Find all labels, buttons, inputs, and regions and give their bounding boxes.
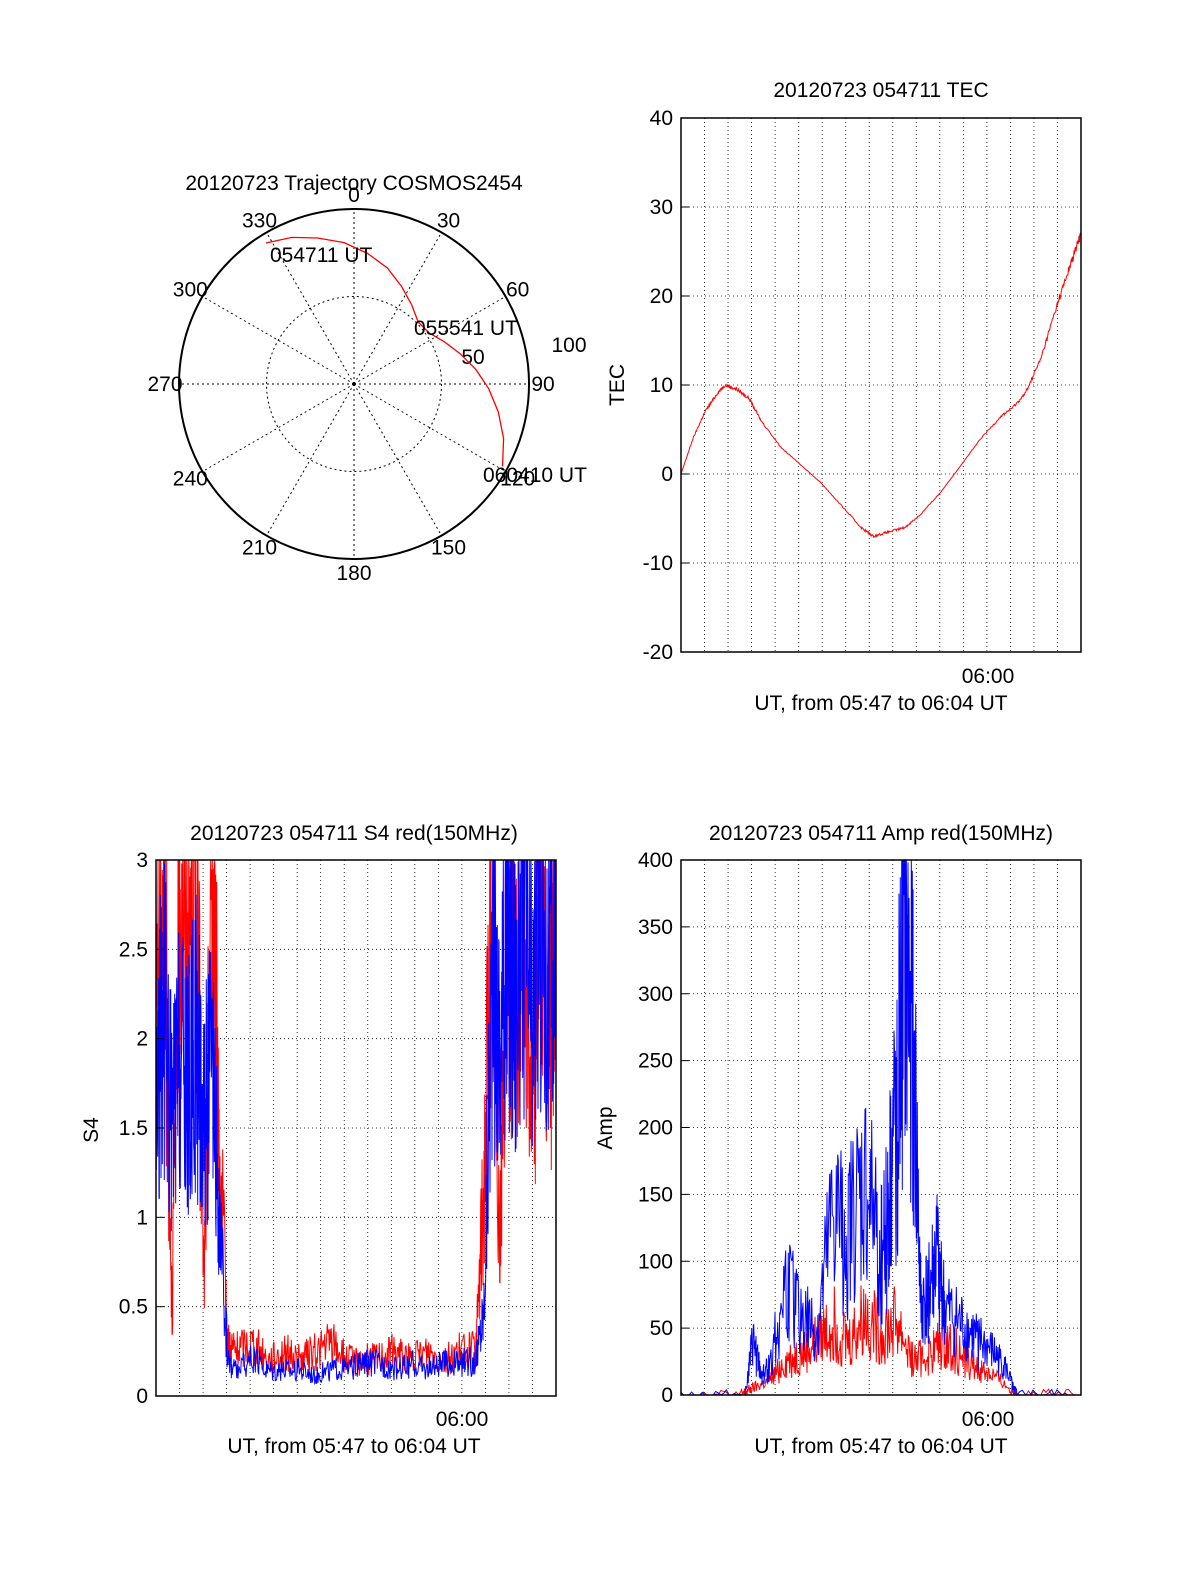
- amp-x-tick-label: 06:00: [962, 1408, 1015, 1431]
- amp-y-axis-label: Amp: [594, 1106, 617, 1149]
- polar-azimuth-label-120: 120: [500, 468, 535, 491]
- polar-outer-ring: [178, 208, 530, 560]
- trajectory-title: 20120723 Trajectory COSMOS2454: [185, 172, 523, 195]
- tec-y-tick-6: 40: [650, 107, 673, 130]
- s4-y-ticks: 0 0.5 1 1.5 2 2.5 3: [119, 849, 164, 1408]
- tec-y-axis-label: TEC: [606, 364, 629, 406]
- polar-spoke-120: [353, 383, 506, 472]
- polar-azimuth-label-150: 150: [431, 537, 466, 560]
- tec-x-tick-label: 06:00: [962, 665, 1015, 688]
- s4-panel: 20120723 054711 S4 red(150MHz) 0 0.5 1 1.5 2…: [80, 822, 557, 1458]
- polar-spoke-330: [266, 232, 355, 385]
- amp-y-ticks: 0 50 100 150 200 250 300 350 400: [638, 849, 689, 1407]
- tec-x-axis-label: UT, from 05:47 to 06:04 UT: [754, 692, 1007, 715]
- polar-azimuth-label-330: 330: [242, 209, 277, 232]
- polar-azimuth-label-60: 60: [506, 279, 529, 302]
- tec-y-tick-0: -20: [643, 641, 673, 664]
- ring-label-100: 100: [551, 334, 586, 357]
- s4-x-tick-label: 06:00: [436, 1408, 489, 1431]
- polar-ring-50: [266, 296, 442, 472]
- amp-y-tick-4: 200: [638, 1117, 673, 1140]
- trajectory-track: [265, 236, 505, 467]
- s4-y-tick-3: 1.5: [119, 1117, 148, 1140]
- s4-x-axis-label: UT, from 05:47 to 06:04 UT: [227, 1435, 480, 1458]
- polar-spoke-60: [353, 296, 506, 385]
- s4-y-tick-5: 2.5: [119, 938, 148, 961]
- polar-azimuth-label-300: 300: [173, 279, 208, 302]
- s4-y-tick-0: 0: [136, 1385, 148, 1408]
- polar-azimuth-label-90: 90: [531, 373, 554, 396]
- polar-azimuth-label-210: 210: [242, 537, 277, 560]
- amp-y-tick-5: 250: [638, 1050, 673, 1073]
- s4-y-tick-2: 1: [136, 1206, 148, 1229]
- annotation-start-time: 054711 UT: [270, 244, 373, 267]
- s4-y-tick-4: 2: [136, 1028, 148, 1051]
- tec-plot-area: [680, 232, 1082, 539]
- amp-y-tick-7: 350: [638, 916, 673, 939]
- polar-spoke-210: [266, 383, 355, 536]
- s4-y-axis-label: S4: [80, 1117, 103, 1143]
- amp-y-tick-6: 300: [638, 983, 673, 1006]
- s4-series-1: [155, 859, 557, 1385]
- polar-spoke-150: [353, 383, 442, 536]
- polar-azimuth-label-180: 180: [336, 562, 371, 585]
- s4-y-tick-1: 0.5: [119, 1296, 148, 1319]
- polar-azimuth-ticks: 0 30 60 90 120 150 180 210 240 270 300 330: [147, 184, 554, 585]
- s4-title: 20120723 054711 S4 red(150MHz): [190, 822, 518, 845]
- tec-grid: [681, 118, 1081, 652]
- amp-plot-area: [680, 859, 1081, 1397]
- tec-y-tick-3: 10: [650, 374, 673, 397]
- s4-y-tick-6: 3: [136, 849, 148, 872]
- tec-panel: 20120723 054711 TEC -20 -10 0 10 20 30 40 06:0…: [606, 79, 1082, 715]
- amp-title: 20120723 054711 Amp red(150MHz): [709, 822, 1053, 845]
- amp-y-tick-2: 100: [638, 1250, 673, 1273]
- trajectory-line-0: [265, 236, 505, 467]
- polar-grid: [179, 209, 529, 559]
- ring-label-50: 50: [461, 346, 484, 369]
- polar-spoke-30: [353, 232, 442, 385]
- amp-y-tick-1: 50: [650, 1317, 673, 1340]
- polar-spoke-240: [202, 383, 355, 472]
- annotation-end-time: 060410 UT: [483, 464, 587, 487]
- polar-azimuth-label-30: 30: [437, 209, 460, 232]
- tec-series-0: [680, 232, 1082, 539]
- amp-series-1: [680, 859, 1081, 1397]
- tec-y-tick-1: -10: [643, 552, 673, 575]
- amp-panel: 20120723 054711 Amp red(150MHz) 0 50 100 15…: [594, 822, 1082, 1458]
- tec-y-tick-5: 30: [650, 196, 673, 219]
- amp-x-axis-label: UT, from 05:47 to 06:04 UT: [754, 1435, 1007, 1458]
- s4-plot-area: [155, 859, 557, 1385]
- tec-title: 20120723 054711 TEC: [773, 79, 988, 102]
- amp-y-tick-0: 0: [661, 1384, 673, 1407]
- polar-azimuth-label-0: 0: [348, 184, 360, 207]
- annotation-mid-time: 055541 UT: [414, 317, 518, 340]
- tec-y-tick-4: 20: [650, 285, 673, 308]
- polar-azimuth-label-270: 270: [147, 373, 182, 396]
- polar-azimuth-label-240: 240: [173, 468, 208, 491]
- tec-y-tick-2: 0: [661, 463, 673, 486]
- amp-y-tick-3: 150: [638, 1183, 673, 1206]
- polar-spoke-300: [202, 296, 355, 385]
- tec-y-ticks: -20 -10 0 10 20 30 40: [643, 107, 689, 664]
- amp-y-tick-8: 400: [638, 849, 673, 872]
- trajectory-panel: 20120723 Trajectory COSMOS2454 0 30 60 90 12…: [147, 172, 587, 585]
